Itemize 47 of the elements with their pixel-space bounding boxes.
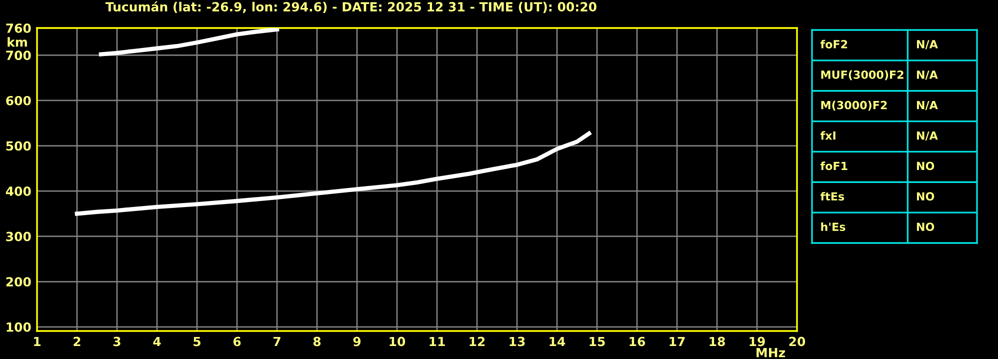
category-label: fxI	[820, 131, 836, 140]
x-tick-label: 18	[710, 336, 725, 346]
category-label: h'Es	[821, 222, 846, 232]
x-tick-label: 13	[510, 336, 525, 346]
text: N/A	[916, 70, 938, 80]
x-tick-label: 3	[113, 336, 120, 346]
y-tick-label: 760	[6, 23, 31, 33]
x-tick-label: 11	[430, 336, 445, 346]
x-tick-label: 16	[630, 336, 646, 346]
y-tick-label: 700	[6, 50, 31, 60]
category-label: MUF(3000)F2	[821, 70, 904, 80]
text: NO	[916, 192, 934, 201]
x-tick-label: 7	[273, 336, 280, 346]
y-tick-label: 300	[6, 232, 31, 242]
y-axis-title: km	[8, 37, 27, 47]
y-tick-label: 200	[6, 277, 31, 287]
x-tick-label: 5	[194, 336, 200, 346]
category-label: ftEs	[820, 192, 844, 201]
text: N/A	[916, 40, 938, 50]
text: NO	[916, 162, 934, 170]
category-label: foF2	[820, 40, 848, 48]
x-tick-label: 1	[34, 336, 40, 346]
x-tick-label: 6	[233, 336, 241, 346]
line-series	[98, 28, 280, 56]
x-tick-label: 4	[153, 336, 161, 346]
text: N/A	[916, 131, 938, 141]
category-label: M(3000)F2	[821, 100, 887, 111]
x-tick-label: 19	[750, 336, 765, 346]
x-tick-label: 14	[550, 336, 566, 346]
chart-title: Tucumán (lat: -26.9, lon: 294.6) - DATE: 2025 12 31 - TIME (UT): 00:20	[105, 1, 596, 14]
x-tick-label: 9	[353, 336, 361, 346]
x-tick-label: 2	[74, 336, 80, 346]
x-tick-label: 15	[590, 336, 605, 346]
category-label: foF1	[820, 162, 848, 170]
text: N/A	[916, 101, 938, 110]
x-tick-label: 10	[390, 336, 406, 346]
x-tick-label: 20	[789, 336, 806, 346]
x-tick-label: 8	[313, 336, 321, 346]
x-tick-label: 17	[670, 336, 685, 346]
line-series	[74, 131, 592, 216]
y-tick-label: 600	[6, 96, 31, 106]
y-tick-label: 400	[6, 186, 31, 196]
x-axis-title: MHz	[756, 348, 785, 358]
text: NO	[916, 222, 934, 232]
x-tick-label: 12	[470, 336, 485, 346]
y-tick-label: 100	[6, 322, 31, 332]
y-tick-label: 500	[6, 141, 31, 151]
